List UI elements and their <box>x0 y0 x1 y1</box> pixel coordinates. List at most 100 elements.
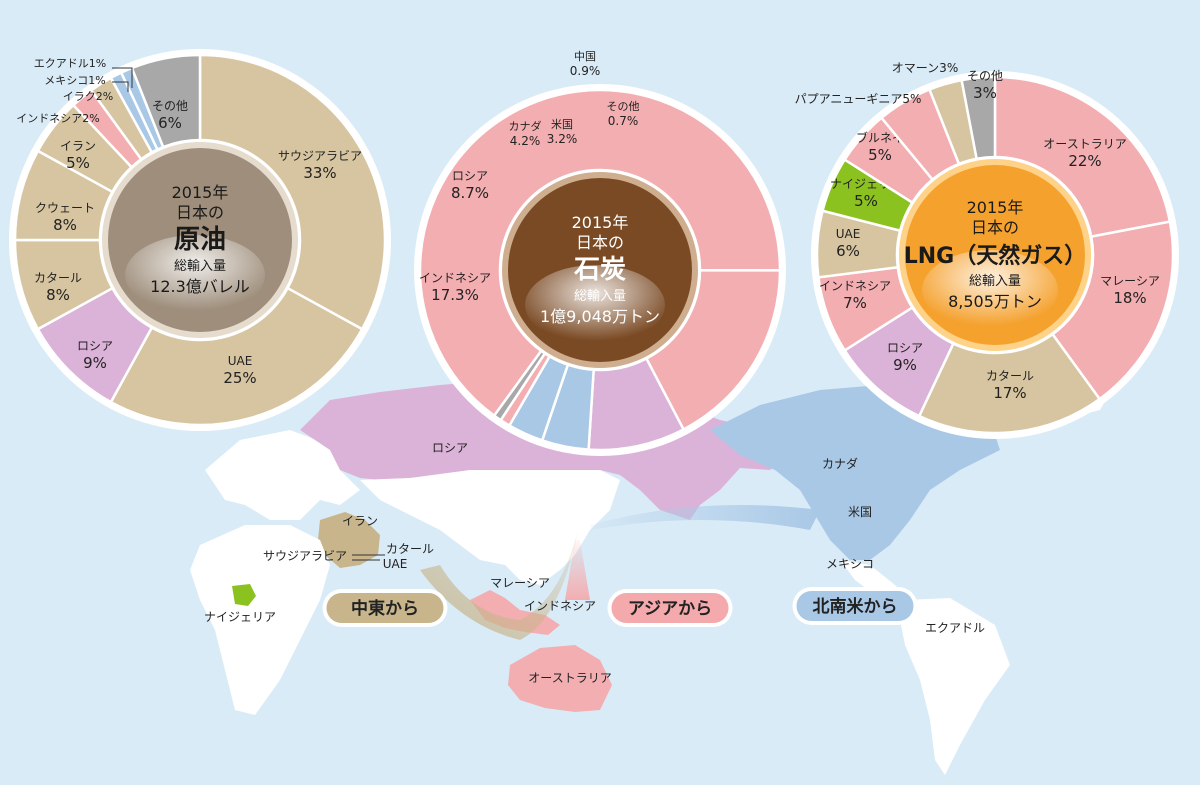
slice-1-2 <box>109 286 364 427</box>
slice-label-value: 17.3% <box>431 286 479 304</box>
slice-label-name: その他 <box>967 69 1003 83</box>
hub-total: 8,505万トン <box>948 292 1042 311</box>
slice-label-3-9: パプアニューギニア5% <box>795 92 922 106</box>
hub-heading: 日本の <box>176 203 224 222</box>
slice-1-11 <box>130 53 202 149</box>
map-label-3: 米国 <box>848 505 872 519</box>
slice-label-name: マレーシア <box>1100 274 1160 288</box>
slice-label-name: オーストラリア <box>1043 137 1126 151</box>
north-america-landmass <box>710 385 1000 560</box>
slice-label-1-7: インドネシア2% <box>16 112 99 125</box>
slice-label-name: その他 <box>607 100 640 113</box>
map-label-10: ナイジェリア <box>204 610 276 624</box>
slice-label-text: パプアニューギニア5% <box>795 92 922 106</box>
hub-subtitle: 総輸入量 <box>174 259 226 274</box>
slice-3-1 <box>993 75 1172 239</box>
hub-total: 12.3億バレル <box>150 277 250 296</box>
slice-label-name: カタール <box>34 271 82 285</box>
americas-flow-arrow <box>590 505 820 530</box>
hub-heading: 日本の <box>971 218 1019 237</box>
slice-label-name: インドネシア <box>819 279 891 293</box>
slice-label-name: インドネシア <box>419 271 491 285</box>
europe-landmass <box>205 430 360 520</box>
hub-commodity: 石炭 <box>573 255 626 285</box>
slice-3-2 <box>1050 220 1175 401</box>
map-label-4: メキシコ <box>826 557 874 571</box>
slice-label-name: カナダ <box>509 119 542 133</box>
slice-label-value: 4.2% <box>510 134 541 148</box>
map-label-11: マレーシア <box>490 576 550 590</box>
slice-label-name: ロシア <box>77 339 113 353</box>
slice-label-text: イラク2% <box>63 90 113 103</box>
slice-label-value: 9% <box>893 356 917 374</box>
slice-label-value: 5% <box>854 192 878 210</box>
slice-label-name: ブルネイ <box>856 130 904 145</box>
slice-label-text: エクアドル1% <box>34 57 106 70</box>
map-label-9: UAE <box>383 557 408 571</box>
slice-label-name: UAE <box>228 354 253 368</box>
slice-label-value: 25% <box>223 369 256 387</box>
slice-label-name: ロシア <box>887 341 923 355</box>
slice-label-value: 6% <box>836 242 860 260</box>
badge-fill <box>326 593 444 623</box>
slice-label-name: サウジアラビア <box>278 149 362 163</box>
badge-label: 中東から <box>351 598 419 619</box>
badge-label: 北南米から <box>813 596 898 617</box>
slice-label-2-6: 中国0.9% <box>570 50 601 78</box>
slice-label-name: 米国 <box>551 118 573 131</box>
slice-label-value: 0.9% <box>570 64 601 78</box>
badge-fill <box>796 591 914 621</box>
map-label-1: ロシア <box>432 441 468 455</box>
slice-label-1-8: イラク2% <box>63 90 113 103</box>
slice-3-3 <box>917 332 1102 435</box>
slice-label-value: 17% <box>993 384 1026 402</box>
map-label-5: エクアドル <box>925 621 985 635</box>
japan-landmass <box>572 495 590 525</box>
slice-label-text: オマーン3% <box>892 61 958 75</box>
region-badges: 中東から アジアから 北南米から <box>322 587 918 627</box>
slice-label-value: 5% <box>66 154 90 172</box>
crude-small-slice-leaders <box>112 67 133 92</box>
map-label-6: イラン <box>342 514 378 528</box>
map-label-8: カタール <box>386 542 434 556</box>
slice-label-value: 9% <box>83 354 107 372</box>
slice-label-name: クウェート <box>35 201 95 215</box>
slice-label-value: 6% <box>158 114 182 132</box>
slice-label-3-10: オマーン3% <box>892 61 958 75</box>
region-badge-3: 北南米から <box>792 587 918 625</box>
region-badge-1: 中東から <box>322 589 448 627</box>
middle-east-flow-arrow <box>420 530 578 640</box>
hub-commodity: LNG（天然ガス） <box>904 243 1087 269</box>
slice-label-name: その他 <box>152 99 188 113</box>
slice-label-name: イラン <box>60 139 96 153</box>
badge-fill <box>611 593 729 623</box>
slice-label-value: 8% <box>46 286 70 304</box>
hub-subtitle: 総輸入量 <box>969 274 1021 289</box>
map-label-7: サウジアラビア <box>263 549 347 563</box>
slice-label-name: 中国 <box>574 50 596 63</box>
slice-label-text: メキシコ1% <box>44 74 105 87</box>
slice-label-value: 5% <box>868 146 892 164</box>
slice-label-value: 0.7% <box>608 114 639 128</box>
middle-east-landmass <box>318 512 380 568</box>
slice-label-2-5: 米国3.2% <box>547 118 578 146</box>
south-america-landmass <box>900 598 1010 775</box>
